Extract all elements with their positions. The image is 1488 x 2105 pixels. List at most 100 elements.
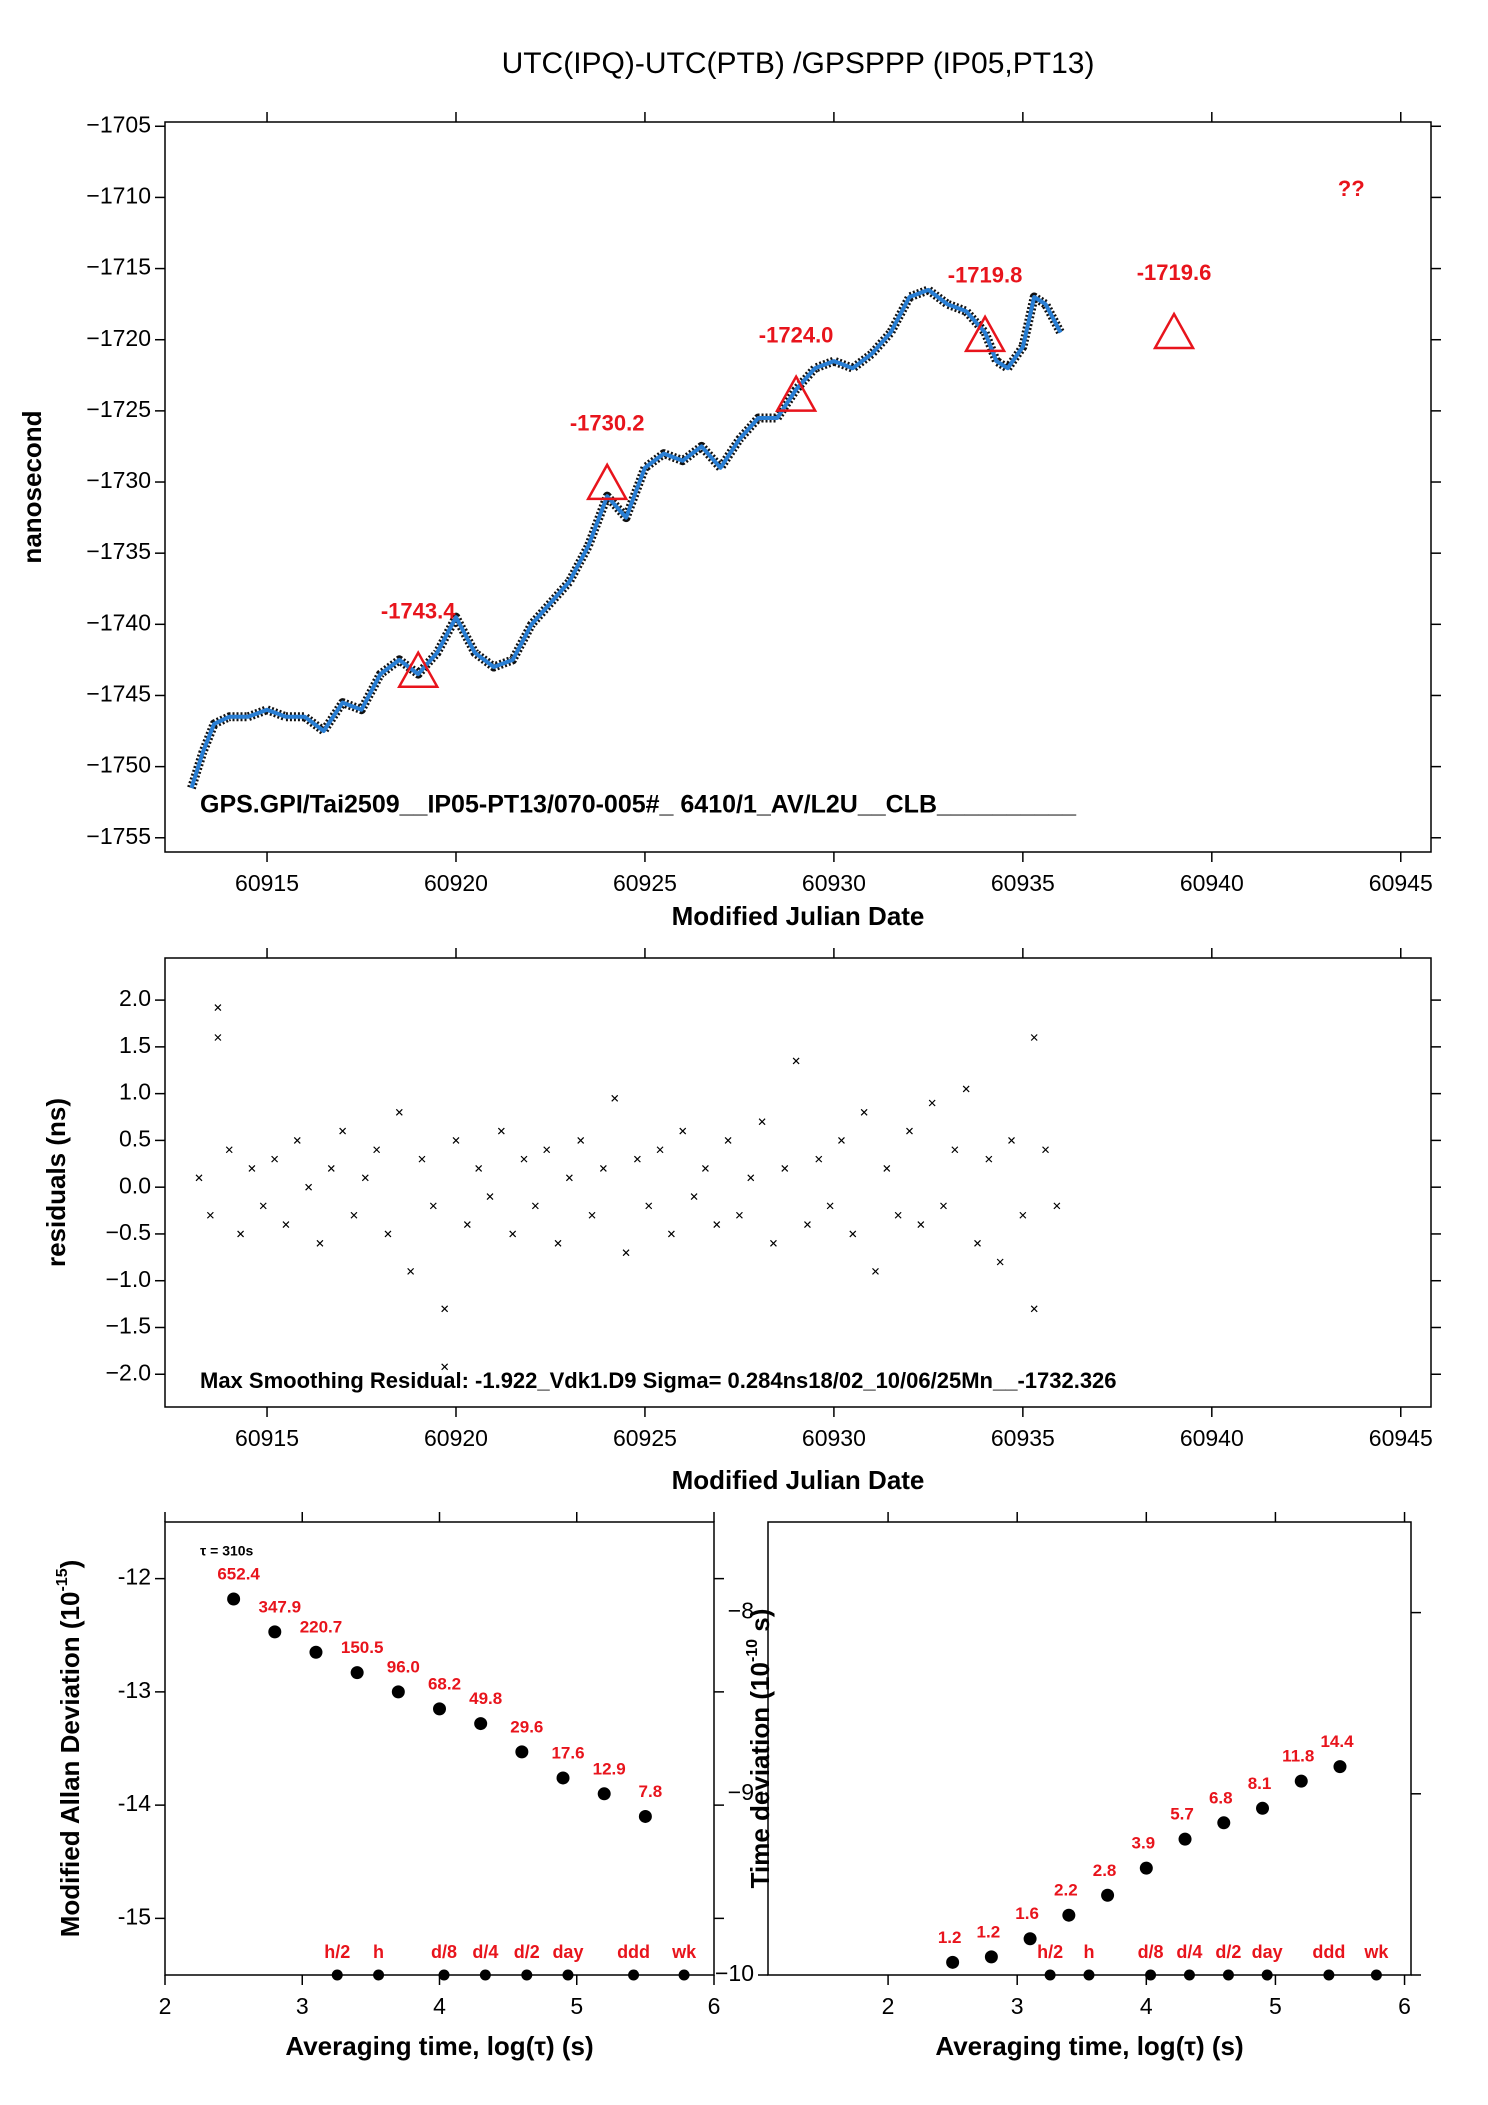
period-point — [1044, 1969, 1056, 1981]
residual-point — [486, 1193, 494, 1200]
residual-point — [770, 1239, 777, 1247]
deviation-point — [1178, 1832, 1192, 1846]
residual-point — [373, 1146, 381, 1154]
period-label: day — [1252, 1942, 1283, 1962]
note: τ = 310s — [200, 1543, 254, 1559]
residual-point — [815, 1155, 823, 1163]
y-tick-label: 0.5 — [119, 1125, 151, 1151]
value-label: 96.0 — [387, 1657, 420, 1676]
period-label: h/2 — [1037, 1942, 1063, 1962]
residual-point — [974, 1239, 981, 1247]
x-tick-label: 4 — [433, 1993, 446, 2019]
value-label: 12.9 — [593, 1759, 626, 1778]
deviation-point — [474, 1717, 488, 1731]
y-tick-label: −1.0 — [106, 1266, 151, 1292]
residual-point — [441, 1363, 449, 1371]
value-label: 5.7 — [1170, 1805, 1194, 1824]
period-point — [438, 1969, 450, 1981]
value-label: 49.8 — [469, 1689, 502, 1708]
residual-point — [611, 1094, 619, 1102]
residual-point — [554, 1239, 562, 1247]
residual-point — [951, 1146, 959, 1154]
residual-point — [327, 1165, 335, 1172]
value-label: 2.2 — [1054, 1881, 1078, 1900]
deviation-point — [946, 1955, 960, 1969]
x-tick-label: 60930 — [802, 1425, 866, 1451]
y-tick-label: −1725 — [86, 396, 151, 422]
residual-point — [883, 1165, 891, 1172]
residual-point — [225, 1146, 233, 1154]
deviation-point — [350, 1666, 364, 1680]
deviation-point — [984, 1950, 998, 1964]
x-axis-label: Averaging time, log(τ) (s) — [935, 2031, 1243, 2061]
plot-frame — [164, 957, 1432, 1408]
value-label: 6.8 — [1209, 1788, 1233, 1807]
period-label: d/2 — [1215, 1942, 1241, 1962]
period-label: d/8 — [1138, 1942, 1164, 1962]
residual-point — [622, 1249, 630, 1257]
residual-point — [441, 1305, 449, 1313]
residual-point — [384, 1230, 392, 1238]
y-tick-label: -12 — [118, 1564, 151, 1590]
y-tick-label: −9 — [728, 1779, 754, 1805]
residual-point — [463, 1221, 471, 1229]
x-tick-label: 60920 — [424, 1425, 488, 1451]
residual-point — [248, 1165, 256, 1172]
residual-point — [724, 1136, 732, 1144]
period-label: h — [373, 1942, 384, 1962]
y-tick-label: −1720 — [86, 325, 151, 351]
period-point — [373, 1969, 385, 1981]
residual-point — [214, 1004, 222, 1012]
y-tick-label: −10 — [715, 1960, 754, 1986]
y-tick-label: 0.0 — [119, 1172, 151, 1198]
residual-point — [633, 1155, 641, 1163]
note: ?? — [1338, 176, 1365, 201]
residual-point — [962, 1085, 970, 1093]
annotation: GPS.GPI/Tai2509__IP05-PT13/070-005#_ 641… — [200, 791, 1077, 819]
residual-point — [195, 1174, 203, 1182]
y-axis-label: residuals (ns) — [41, 1098, 71, 1267]
value-label: 1.2 — [977, 1922, 1001, 1941]
value-label: 8.1 — [1248, 1774, 1272, 1793]
value-label: 17.6 — [551, 1743, 584, 1762]
period-label: d/2 — [514, 1942, 540, 1962]
value-label: 68.2 — [428, 1674, 461, 1693]
period-point — [1261, 1969, 1273, 1981]
x-tick-label: 5 — [1269, 1993, 1282, 2019]
y-tick-label: −1730 — [86, 467, 151, 493]
y-axis-label-text: Modified Allan Deviation (10 — [55, 1592, 85, 1938]
residual-point — [985, 1155, 993, 1163]
y-tick-label: −1710 — [86, 182, 151, 208]
residual-point — [271, 1155, 279, 1163]
deviation-point — [556, 1771, 570, 1785]
value-label: 3.9 — [1131, 1834, 1155, 1853]
residual-point — [656, 1146, 664, 1154]
deviation-point — [597, 1787, 611, 1801]
y-axis-label: Modified Allan Deviation (10-15) — [54, 1560, 85, 1938]
plot-frame — [164, 1521, 715, 1976]
value-label: 150.5 — [341, 1638, 384, 1657]
triangle-marker — [397, 650, 440, 688]
residual-point — [429, 1202, 437, 1210]
value-label: -1743.4 — [381, 599, 456, 624]
x-tick-label: 2 — [882, 1993, 895, 2019]
y-axis-label-sup: -10 — [744, 1639, 761, 1662]
residual-point — [1053, 1202, 1061, 1210]
residual-point — [996, 1258, 1004, 1266]
residual-point — [1008, 1136, 1015, 1144]
deviation-point — [1023, 1932, 1037, 1946]
deviation-point — [433, 1702, 446, 1716]
residual-point — [804, 1221, 811, 1229]
value-label: -1719.6 — [1137, 260, 1212, 285]
residual-point — [645, 1202, 653, 1210]
value-label: 1.6 — [1015, 1904, 1039, 1923]
residual-point — [418, 1155, 426, 1163]
y-tick-label: −0.5 — [106, 1219, 151, 1245]
residual-point — [679, 1127, 687, 1135]
residual-point — [520, 1155, 528, 1163]
y-tick-label: −2.0 — [106, 1359, 151, 1385]
period-point — [1083, 1969, 1095, 1981]
y-tick-label: −1705 — [86, 111, 151, 137]
residual-point — [1042, 1146, 1049, 1154]
period-label: d/4 — [1176, 1942, 1202, 1962]
